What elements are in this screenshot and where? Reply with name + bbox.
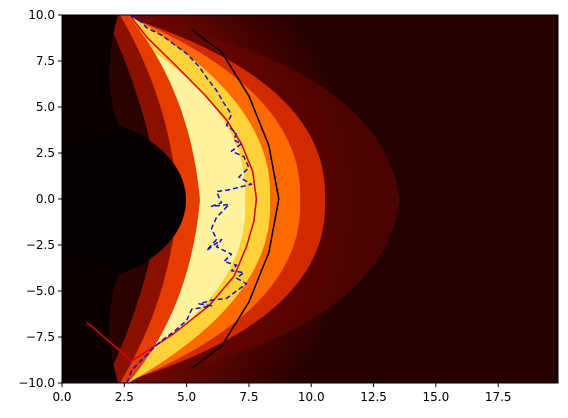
x-tick-label: 5.0 bbox=[177, 390, 196, 404]
blue-dashed-curve bbox=[62, 15, 253, 383]
heatmap-image bbox=[62, 15, 558, 383]
x-tick-label: 2.5 bbox=[115, 390, 134, 404]
x-tick-label: 0.0 bbox=[52, 390, 71, 404]
y-tick-label: 10.0 bbox=[28, 8, 55, 22]
y-tick-label: −2.5 bbox=[26, 238, 55, 252]
y-tick-label: 0.0 bbox=[36, 192, 55, 206]
y-tick-label: 5.0 bbox=[36, 100, 55, 114]
x-tick-label: 10.0 bbox=[298, 390, 325, 404]
y-tick-label: 2.5 bbox=[36, 146, 55, 160]
x-tick-label: 17.5 bbox=[485, 390, 512, 404]
red-curve bbox=[86, 15, 258, 362]
black-curve bbox=[191, 29, 280, 369]
x-tick-label: 12.5 bbox=[360, 390, 387, 404]
y-tick-label: −7.5 bbox=[26, 330, 55, 344]
x-tick-label: 7.5 bbox=[239, 390, 258, 404]
x-tick-label: 15.0 bbox=[423, 390, 450, 404]
y-tick-label: −5.0 bbox=[26, 284, 55, 298]
y-tick-label: 7.5 bbox=[36, 54, 55, 68]
y-tick-label: −10.0 bbox=[18, 376, 55, 390]
